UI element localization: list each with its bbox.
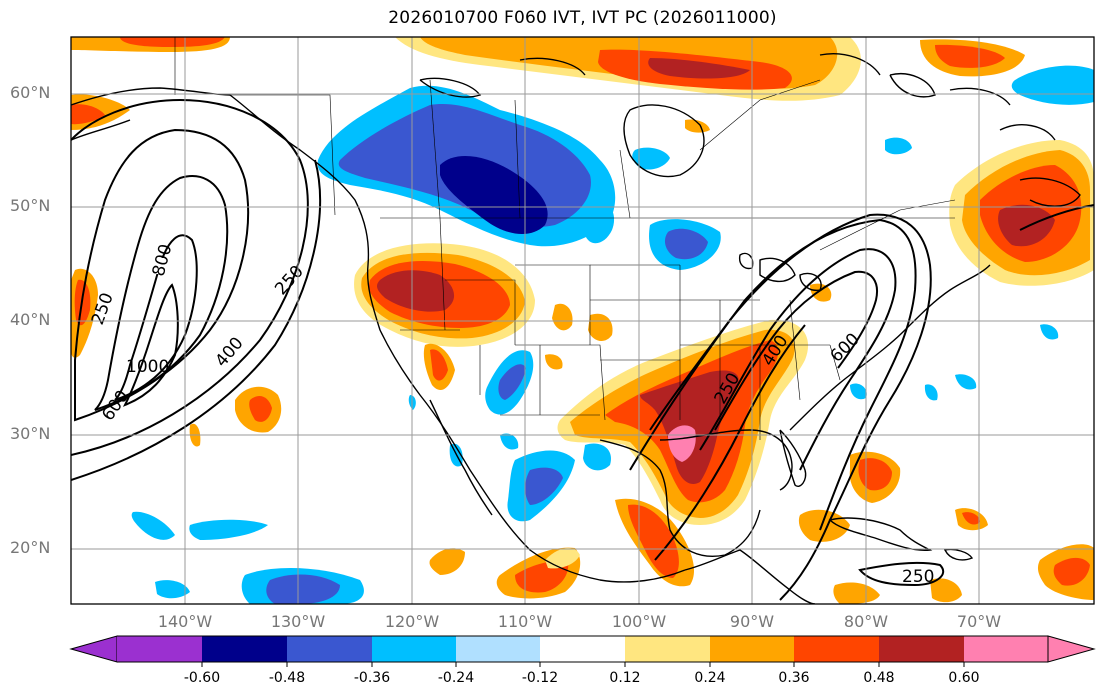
map-title: 2026010700 F060 IVT, IVT PC (2026011000) bbox=[388, 8, 777, 28]
colorbar-label: -0.36 bbox=[353, 670, 391, 686]
colorbar-label: -0.48 bbox=[268, 670, 306, 686]
ivt-contours bbox=[71, 98, 1094, 601]
gridlines bbox=[71, 37, 1094, 604]
colorbar-label: 0.60 bbox=[948, 670, 980, 686]
colorbar-label: -0.12 bbox=[521, 670, 559, 686]
lon-tick: 140°W bbox=[157, 612, 213, 631]
colorbar-label: 0.12 bbox=[609, 670, 641, 686]
lon-tick: 130°W bbox=[270, 612, 326, 631]
contour-label: 250 bbox=[902, 567, 934, 587]
lat-tick: 30°N bbox=[10, 424, 51, 443]
lat-tick: 60°N bbox=[10, 83, 51, 102]
lon-tick: 90°W bbox=[729, 612, 775, 631]
negative-anomaly-shading bbox=[131, 65, 1094, 604]
colorbar-label: 0.48 bbox=[863, 670, 895, 686]
lat-tick: 50°N bbox=[10, 196, 51, 215]
colorbar bbox=[69, 635, 1096, 667]
colorbar-label: -0.24 bbox=[437, 670, 475, 686]
colorbar-label: 0.24 bbox=[694, 670, 726, 686]
lat-tick: 40°N bbox=[10, 310, 51, 329]
lon-tick: 100°W bbox=[611, 612, 667, 631]
contour-label: 1000 bbox=[126, 357, 169, 377]
lon-tick: 80°W bbox=[843, 612, 889, 631]
lon-tick: 70°W bbox=[956, 612, 1002, 631]
lat-tick: 20°N bbox=[10, 538, 51, 557]
positive-anomaly-shading bbox=[71, 37, 1094, 604]
colorbar-label: -0.60 bbox=[183, 670, 221, 686]
colorbar-label: 0.36 bbox=[778, 670, 810, 686]
lon-tick: 110°W bbox=[497, 612, 553, 631]
colorbar-extend-low bbox=[69, 635, 118, 663]
map-frame bbox=[70, 36, 1095, 605]
colorbar-extend-high bbox=[1047, 635, 1096, 663]
lon-tick: 120°W bbox=[384, 612, 440, 631]
